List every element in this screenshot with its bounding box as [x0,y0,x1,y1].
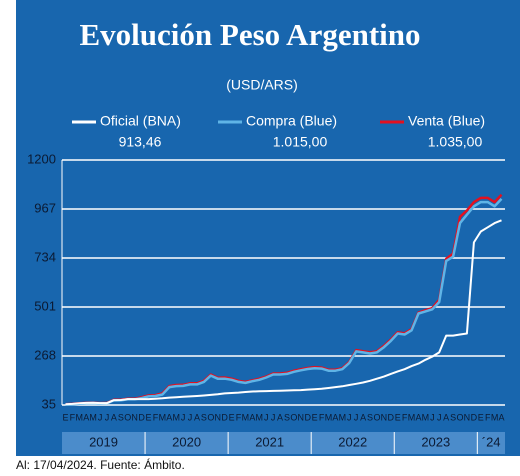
legend-label: Oficial (BNA) [100,113,181,129]
x-tick-label: E [146,412,152,422]
x-tick-label: M [422,412,430,422]
x-tick-label: M [325,412,333,422]
legend-label: Venta (Blue) [408,113,485,129]
x-tick-label: S [201,412,207,422]
x-tick-label: E [312,412,318,422]
year-label: ´24 [482,434,501,449]
x-tick-label: N [131,412,138,422]
x-tick-label: N [381,412,388,422]
panel [16,0,520,456]
x-tick-label: M [89,412,97,422]
year-label: 2023 [421,434,450,449]
x-tick-label: A [83,412,89,422]
year-label: 2019 [89,434,118,449]
x-tick-label: O [207,412,214,422]
x-tick-label: E [395,412,401,422]
x-tick-label: M [159,412,167,422]
x-tick-label: F [319,412,325,422]
x-tick-label: S [450,412,456,422]
x-tick-label: S [118,412,124,422]
x-tick-label: A [499,412,505,422]
x-tick-label: M [339,412,347,422]
x-tick-label: O [373,412,380,422]
x-tick-label: A [111,412,117,422]
x-tick-label: J [437,412,442,422]
x-tick-label: J [271,412,276,422]
legend-value: 913,46 [119,134,162,150]
legend-value: 1.015,00 [273,134,328,150]
x-tick-label: E [478,412,484,422]
x-tick-label: J [354,412,359,422]
legend-value: 1.035,00 [428,134,483,150]
source-note: Al: 17/04/2024. Fuente: Ámbito. [16,457,185,472]
x-tick-label: J [347,412,352,422]
x-tick-label: J [188,412,193,422]
y-tick-label: 268 [34,347,56,362]
y-tick-label: 501 [34,298,56,313]
x-tick-label: A [166,412,172,422]
x-tick-label: A [443,412,449,422]
x-tick-label: D [138,412,145,422]
x-tick-label: M [256,412,264,422]
x-tick-label: D [388,412,395,422]
x-tick-label: S [284,412,290,422]
x-tick-label: D [471,412,478,422]
year-label: 2022 [338,434,367,449]
x-tick-label: M [242,412,250,422]
x-tick-label: O [124,412,131,422]
x-tick-label: A [360,412,366,422]
x-tick-label: N [464,412,471,422]
x-tick-label: J [181,412,186,422]
y-tick-label: 734 [34,249,56,264]
legend-label: Compra (Blue) [246,113,337,129]
x-tick-label: E [229,412,235,422]
x-tick-label: F [153,412,159,422]
x-tick-label: N [298,412,305,422]
chart-subtitle: (USD/ARS) [226,77,298,93]
x-tick-label: M [172,412,180,422]
x-tick-label: J [98,412,103,422]
x-tick-label: J [430,412,435,422]
x-tick-label: F [70,412,76,422]
y-tick-label: 35 [42,396,56,411]
x-tick-label: E [62,412,68,422]
x-tick-label: M [408,412,416,422]
x-tick-label: J [264,412,269,422]
x-tick-label: A [277,412,283,422]
x-tick-label: M [76,412,84,422]
x-tick-label: J [105,412,110,422]
x-tick-label: O [290,412,297,422]
x-tick-label: A [415,412,421,422]
x-tick-label: N [214,412,221,422]
x-tick-label: F [402,412,408,422]
y-tick-label: 1200 [27,151,56,166]
x-tick-label: A [332,412,338,422]
year-label: 2020 [172,434,201,449]
x-tick-label: M [491,412,499,422]
chart-title: Evolución Peso Argentino [79,17,420,52]
x-tick-label: A [249,412,255,422]
x-tick-label: D [221,412,228,422]
year-label: 2021 [255,434,284,449]
x-tick-label: F [236,412,242,422]
x-tick-label: F [485,412,491,422]
y-tick-label: 967 [34,200,56,215]
x-tick-label: S [367,412,373,422]
series-line [65,219,502,406]
x-tick-label: A [194,412,200,422]
x-tick-label: O [457,412,464,422]
x-tick-label: D [304,412,311,422]
